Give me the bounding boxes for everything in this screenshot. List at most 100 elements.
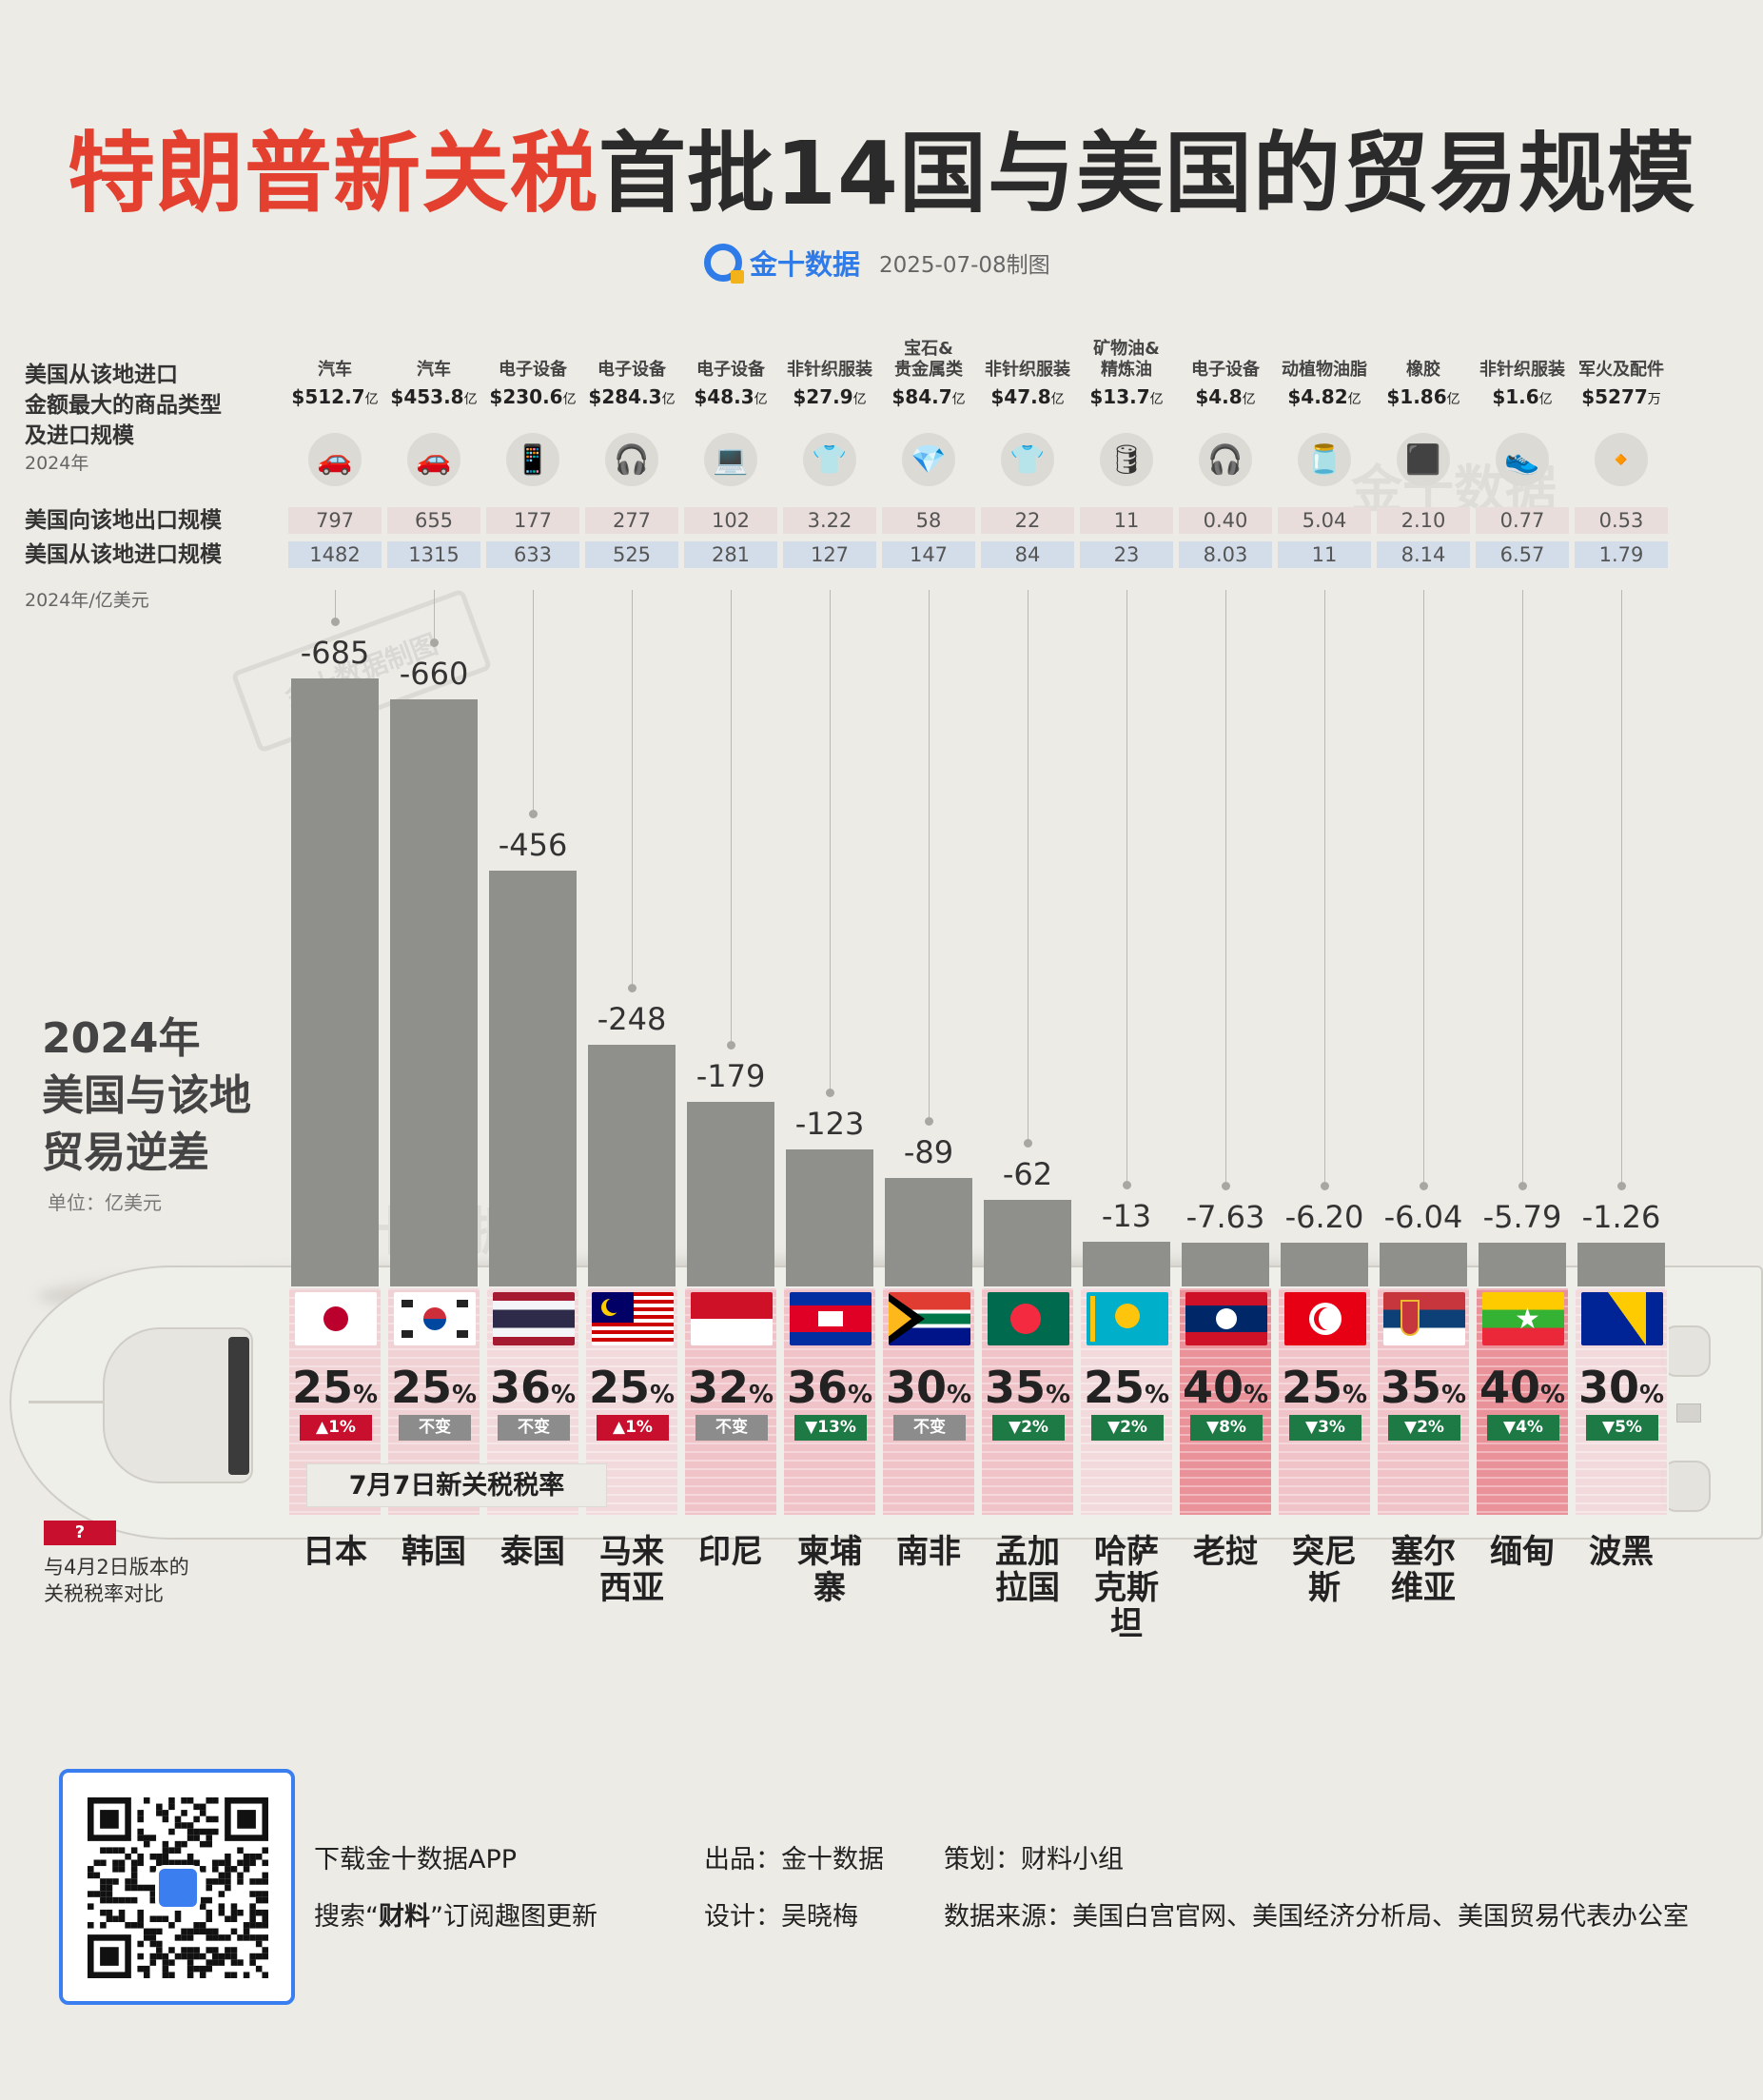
guide-dot: [1123, 1180, 1131, 1189]
new-rate-tag: 7月7日新关税税率: [306, 1463, 607, 1507]
country-name: 南非: [896, 1533, 961, 1571]
export-value-cell: 22: [981, 507, 1074, 534]
export-value-cell: 0.77: [1476, 507, 1569, 534]
top-import-amount: $5277万: [1581, 385, 1661, 408]
country-name: 马来西亚: [599, 1533, 664, 1607]
tshirt-icon: 👕: [803, 433, 856, 486]
guide-dot: [727, 1041, 735, 1050]
top-import-amount: $84.7亿: [891, 385, 966, 408]
app-logo-icon: [155, 1865, 201, 1911]
deficit-bar: [1380, 1243, 1467, 1290]
import-value-cell: 1482: [288, 541, 382, 568]
import-category-label: 美国从该地进口 金额最大的商品类型 及进口规模: [25, 360, 222, 451]
trade-unit-label: 2024年/亿美元: [25, 590, 149, 611]
tariff-container: 25% ▼2%: [1079, 1286, 1174, 1517]
footer-search-pre: 搜索“: [314, 1902, 379, 1932]
country-flag-icon: [1087, 1292, 1168, 1345]
guide-dot: [1518, 1182, 1527, 1190]
country-flag-icon: [1383, 1292, 1465, 1345]
guide-dot: [826, 1088, 834, 1097]
deficit-bar: [1281, 1243, 1368, 1290]
ship-stern-cylinder: [1661, 1325, 1711, 1377]
tariff-change-badge: ▲1%: [300, 1415, 372, 1441]
tariff-container: 25% ▼3%: [1277, 1286, 1372, 1517]
page-title: 特朗普新关税首批14国与美国的贸易规模: [0, 122, 1763, 226]
top-import-amount: $27.9亿: [793, 385, 867, 408]
country-name: 突尼斯: [1292, 1533, 1357, 1607]
top-import-amount: $4.8亿: [1195, 385, 1256, 408]
top-import-category: 电子设备: [696, 360, 765, 380]
footer-search-keyword: 财料: [379, 1902, 430, 1932]
top-import-category: 电子设备: [597, 360, 666, 380]
deficit-value-label: -660: [399, 656, 469, 693]
guide-line: [1225, 590, 1226, 1186]
tariff-change-badge: ▼2%: [992, 1415, 1065, 1441]
tariff-container: 25% ▲1%: [287, 1286, 382, 1517]
tariff-container: 35% ▼2%: [980, 1286, 1075, 1517]
deficit-bar: [786, 1148, 873, 1290]
rubber-icon: ⬛: [1397, 433, 1450, 486]
deficit-bar: [489, 870, 577, 1290]
legend-change-box: ?: [44, 1521, 116, 1545]
country-flag-icon: [493, 1292, 575, 1345]
chart-date: 2025-07-08制图: [879, 253, 1050, 278]
deficit-title-line2: 美国与该地: [42, 1071, 251, 1120]
tariff-change-badge: ▼2%: [1091, 1415, 1164, 1441]
export-value-cell: 655: [387, 507, 480, 534]
export-value-cell: 797: [288, 507, 382, 534]
tariff-change-badge: 不变: [399, 1415, 471, 1441]
country-flag-icon: [1284, 1292, 1366, 1345]
footer-planner: 策划：财料小组: [944, 1845, 1124, 1874]
tariff-rate: 35%: [1380, 1362, 1467, 1413]
deficit-bar: [1083, 1241, 1170, 1290]
guide-dot: [331, 618, 340, 627]
deficit-value-label: -1.26: [1581, 1199, 1661, 1235]
deficit-value-label: -89: [903, 1133, 954, 1170]
bullet-icon: 🔸: [1595, 433, 1648, 486]
brand-logo-icon: [704, 244, 744, 284]
country-name: 韩国: [402, 1533, 466, 1571]
deficit-bar: [1182, 1243, 1269, 1290]
import-value-cell: 1.79: [1575, 541, 1668, 568]
country-flag-icon: [889, 1292, 970, 1345]
top-import-amount: $13.7亿: [1089, 385, 1164, 408]
guide-dot: [1024, 1139, 1032, 1148]
tariff-rate: 35%: [984, 1362, 1071, 1413]
tariff-rate: 36%: [786, 1362, 873, 1413]
import-value-cell: 23: [1080, 541, 1173, 568]
top-import-category: 电子设备: [1191, 360, 1260, 380]
deficit-bar: [390, 699, 478, 1290]
import-value-cell: 1315: [387, 541, 480, 568]
tariff-change-badge: ▼8%: [1190, 1415, 1263, 1441]
deficit-bar: [588, 1044, 676, 1290]
country-name: 日本: [303, 1533, 367, 1571]
tariff-rate: 25%: [1281, 1362, 1368, 1413]
tariff-rate: 32%: [687, 1362, 774, 1413]
tariff-change-badge: ▼4%: [1487, 1415, 1559, 1441]
export-row-label: 美国向该地出口规模: [25, 508, 222, 533]
legend-line1: 与4月2日版本的: [44, 1556, 189, 1579]
top-import-amount: $47.8亿: [990, 385, 1065, 408]
top-import-category: 橡胶: [1406, 360, 1440, 380]
guide-line: [830, 590, 831, 1092]
export-value-cell: 58: [882, 507, 975, 534]
top-import-amount: $1.6亿: [1492, 385, 1553, 408]
deficit-value-label: -123: [794, 1105, 865, 1142]
earbuds-icon: 🎧: [605, 433, 658, 486]
import-value-cell: 11: [1278, 541, 1371, 568]
export-value-cell: 3.22: [783, 507, 876, 534]
export-value-cell: 11: [1080, 507, 1173, 534]
deficit-value-label: -13: [1101, 1197, 1152, 1234]
car-icon: 🚗: [407, 433, 460, 486]
top-import-category: 军火及配件: [1578, 360, 1664, 380]
sneaker-icon: 👟: [1496, 433, 1549, 486]
guide-dot: [1222, 1182, 1230, 1190]
title-highlight: 特朗普新关税: [67, 123, 598, 225]
deficit-title-line1: 2024年: [42, 1014, 201, 1063]
guide-line: [335, 590, 336, 622]
tariff-container: 35% ▼2%: [1376, 1286, 1471, 1517]
footer-producer: 出品：金十数据: [704, 1845, 884, 1874]
guide-dot: [430, 638, 439, 648]
tariff-container: 30% ▼5%: [1574, 1286, 1669, 1517]
deficit-value-label: -7.63: [1185, 1199, 1265, 1235]
